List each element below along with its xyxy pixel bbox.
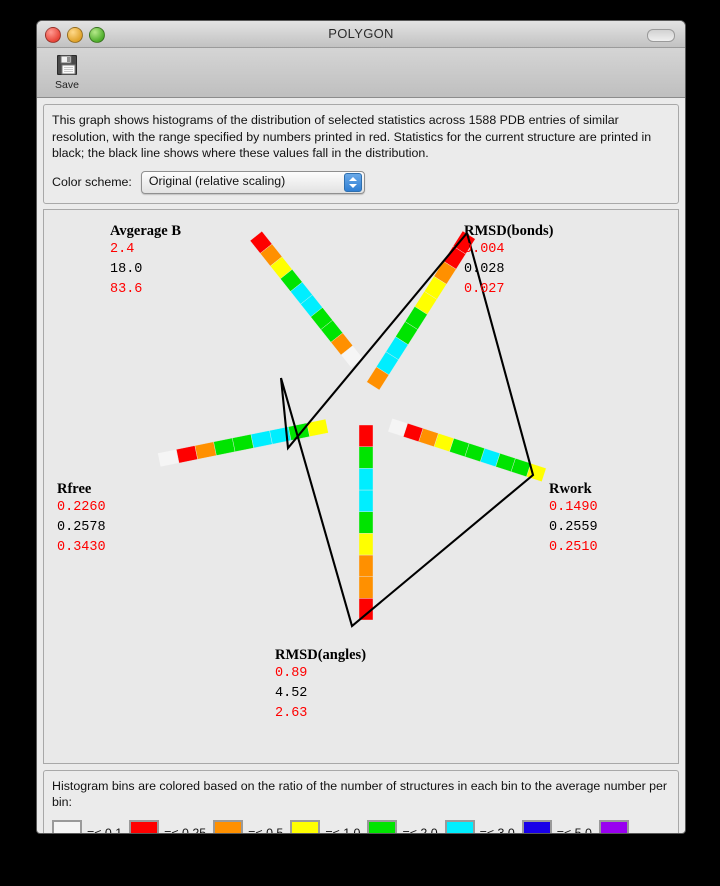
legend-swatch	[521, 819, 552, 833]
axis-name: Avgerage B	[110, 222, 181, 239]
axis-current: 4.52	[275, 685, 308, 701]
legend-swatch-label: =< 1.0	[325, 826, 361, 834]
axis-max: 83.6	[110, 281, 143, 297]
legend-swatch-label: =< 0.25	[164, 826, 207, 834]
axis-name: RMSD(angles)	[275, 646, 367, 663]
axis-current: 18.0	[110, 261, 143, 277]
histogram-bin	[358, 554, 374, 577]
legend-swatch	[598, 819, 629, 833]
histogram-bin	[358, 424, 374, 447]
histogram-bin	[358, 532, 374, 555]
legend-swatch-label: =< 5.0	[556, 826, 592, 834]
axis-min: 2.4	[110, 241, 135, 257]
polygon-window: POLYGON Save	[36, 20, 686, 834]
floppy-disk-save-icon	[43, 50, 91, 80]
histogram-bin	[213, 437, 236, 456]
axis-min: 0.1490	[549, 499, 598, 515]
axis-current: 0.028	[464, 261, 505, 277]
axis-name: RMSD(bonds)	[464, 222, 554, 239]
chevron-updown-icon[interactable]	[343, 173, 362, 192]
toolbar: Save	[37, 48, 685, 98]
axis-current: 0.2559	[549, 519, 598, 535]
axis-label-rmsd-bonds: RMSD(bonds) 0.004 0.028 0.027	[464, 223, 553, 300]
legend-swatch	[129, 819, 160, 833]
polygon-plot-svg	[157, 230, 547, 628]
close-icon[interactable]	[45, 27, 61, 43]
legend-swatch-label: =< 0.5	[248, 826, 284, 834]
description-text: This graph shows histograms of the distr…	[52, 113, 652, 160]
legend-swatch	[52, 819, 82, 833]
save-button-label: Save	[55, 79, 79, 91]
histogram-bin	[250, 429, 273, 448]
window-title: POLYGON	[328, 26, 394, 41]
axis-max: 0.2510	[549, 539, 598, 555]
histogram-bin	[358, 489, 374, 512]
histogram-bin	[358, 445, 374, 468]
histogram-bin	[366, 366, 390, 390]
axis-current: 0.2578	[57, 519, 106, 535]
legend-swatch	[213, 819, 244, 833]
zoom-icon[interactable]	[89, 27, 105, 43]
legend-swatch	[290, 819, 321, 833]
statistics-polyline	[279, 231, 535, 628]
histogram-bin	[387, 417, 408, 437]
legend-swatches: =< 0.1 =< 0.25 =< 0.5 =< 1.0 =< 2.0 =< 3.0 =< …	[52, 819, 670, 834]
axis-max: 0.027	[464, 281, 505, 297]
axis-label-rwork: Rwork 0.1490 0.2559 0.2510	[549, 481, 598, 558]
window-titlebar[interactable]: POLYGON	[37, 21, 685, 48]
histogram-bin	[194, 441, 217, 460]
window-controls[interactable]	[45, 27, 105, 43]
minimize-icon[interactable]	[67, 27, 83, 43]
axis-name: Rwork	[549, 480, 592, 497]
legend-swatch	[367, 819, 398, 833]
histogram-bin	[232, 433, 254, 452]
color-scheme-select[interactable]: Original (relative scaling)	[140, 170, 365, 194]
axis-label-rmsd-angles: RMSD(angles) 0.89 4.52 2.63	[275, 647, 366, 724]
description-panel: This graph shows histograms of the distr…	[43, 104, 679, 204]
histogram-bin	[358, 467, 374, 490]
histogram-bin	[358, 511, 374, 533]
histogram-bin	[358, 576, 374, 598]
axis-max: 0.3430	[57, 539, 106, 555]
legend-swatch-label: =< 2.0	[402, 826, 438, 834]
legend-panel: Histogram bins are colored based on the …	[43, 769, 679, 834]
legend-text: Histogram bins are colored based on the …	[52, 778, 668, 810]
axis-label-avgerage-b: Avgerage B 2.4 18.0 83.6	[110, 223, 181, 300]
legend-swatch	[444, 819, 475, 833]
toolbar-toggle-icon[interactable]	[647, 29, 675, 42]
histogram-bin	[306, 418, 329, 437]
color-scheme-row: Color scheme: Original (relative scaling…	[52, 170, 670, 194]
histogram-bin	[157, 448, 180, 467]
axis-min: 0.2260	[57, 499, 106, 515]
axis-max: 2.63	[275, 705, 308, 721]
axis-name: Rfree	[57, 480, 92, 497]
histogram-bin	[176, 444, 198, 463]
save-button[interactable]: Save	[43, 50, 91, 91]
axis-min: 0.004	[464, 241, 505, 257]
color-scheme-value: Original (relative scaling)	[148, 173, 286, 188]
legend-swatch-label: =< 3.0	[479, 826, 515, 834]
axis-min: 0.89	[275, 665, 308, 681]
polygon-plot: Avgerage B 2.4 18.0 83.6 RMSD(bonds) 0.0…	[43, 208, 679, 764]
color-scheme-label: Color scheme:	[52, 175, 132, 189]
legend-swatch-label: =< 0.1	[87, 826, 123, 834]
axis-label-rfree: Rfree 0.2260 0.2578 0.3430	[57, 481, 106, 558]
